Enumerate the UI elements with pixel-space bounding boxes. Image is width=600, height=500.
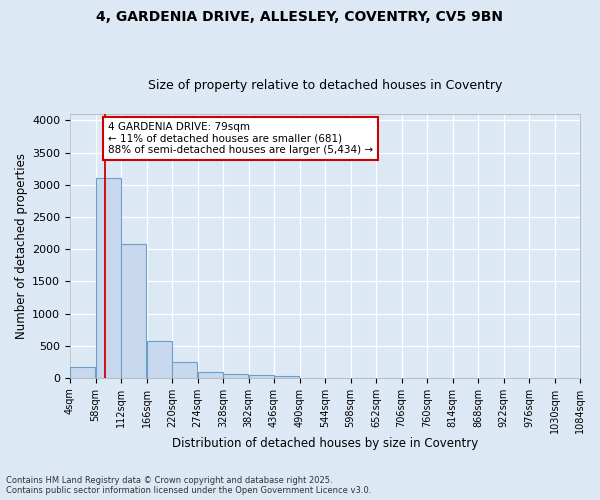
Y-axis label: Number of detached properties: Number of detached properties — [15, 153, 28, 339]
Bar — [70, 367, 95, 378]
Bar — [223, 374, 248, 378]
X-axis label: Distribution of detached houses by size in Coventry: Distribution of detached houses by size … — [172, 437, 478, 450]
Text: 4, GARDENIA DRIVE, ALLESLEY, COVENTRY, CV5 9BN: 4, GARDENIA DRIVE, ALLESLEY, COVENTRY, C… — [97, 10, 503, 24]
Bar — [96, 178, 121, 378]
Bar — [172, 362, 197, 378]
Bar — [249, 376, 274, 378]
Text: 4 GARDENIA DRIVE: 79sqm
← 11% of detached houses are smaller (681)
88% of semi-d: 4 GARDENIA DRIVE: 79sqm ← 11% of detache… — [108, 122, 373, 155]
Text: Contains HM Land Registry data © Crown copyright and database right 2025.
Contai: Contains HM Land Registry data © Crown c… — [6, 476, 371, 495]
Bar — [121, 244, 146, 378]
Bar — [274, 376, 299, 378]
Bar — [198, 372, 223, 378]
Bar — [147, 340, 172, 378]
Title: Size of property relative to detached houses in Coventry: Size of property relative to detached ho… — [148, 79, 502, 92]
